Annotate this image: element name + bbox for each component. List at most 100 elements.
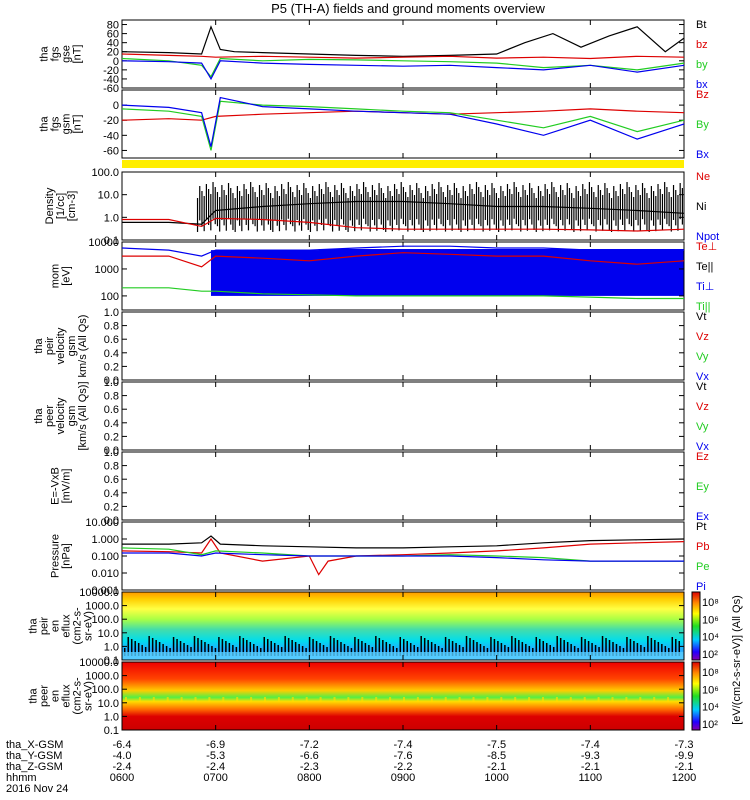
x-row-label-1: tha_Y-GSM [6, 750, 62, 762]
legend-Pi: Pi [696, 581, 706, 593]
x-value-label: 0700 [203, 772, 227, 784]
legend-Ez: Ez [696, 451, 709, 463]
temperature-fill [210, 250, 684, 296]
density-spike [438, 182, 440, 219]
y-tick-label: 100 [101, 291, 119, 303]
x-value-label: 0800 [297, 772, 321, 784]
density-spike [420, 193, 422, 230]
density-spike [608, 193, 610, 230]
spectrogram-streak [409, 643, 412, 656]
density-spike [529, 183, 531, 220]
y-tick-label: 0.4 [104, 488, 119, 500]
y-axis-label: eflux [61, 614, 73, 638]
density-spike [201, 191, 203, 226]
density-spike [666, 187, 668, 225]
density-spike [227, 183, 230, 220]
y-tick-label: 0.0 [104, 515, 119, 527]
y-tick-label: 1000.0 [85, 671, 119, 683]
density-spike [422, 198, 424, 232]
density-spike [336, 190, 338, 226]
density-spike [524, 190, 526, 226]
spectrogram-streak [455, 643, 457, 656]
density-spike [281, 184, 283, 220]
legend-Bx: Bx [696, 149, 709, 161]
spectrogram-streak [166, 697, 169, 702]
y-axis-label: tha [33, 337, 45, 353]
density-spike [498, 198, 500, 232]
density-spike [196, 198, 199, 232]
legend-Ti⊥: Ti⊥ [696, 281, 714, 293]
y-axis-label: eflux [61, 684, 73, 708]
spectrogram-streak [465, 636, 468, 656]
temperature-fill [318, 248, 684, 256]
y-tick-label: -40 [103, 130, 119, 142]
spectrogram-streak [535, 637, 538, 656]
colorbar-tick-label: 10² [702, 649, 718, 661]
density-spike [453, 183, 455, 220]
x-row-label-0: tha_X-GSM [6, 739, 63, 751]
spectrogram-streak [591, 643, 593, 656]
spectrogram-streak [518, 640, 520, 656]
spectrogram-streak [270, 641, 272, 656]
spectrogram-streak [458, 645, 461, 656]
spectrogram-streak [500, 697, 503, 702]
density-spike [464, 191, 467, 226]
spectrogram-streak [528, 646, 531, 656]
spectrogram-streak [423, 638, 426, 656]
spectrogram-streak [448, 639, 450, 656]
spectrogram-streak [605, 638, 607, 656]
spectrogram-streak [525, 644, 527, 656]
y-tick-label: 0.6 [104, 404, 119, 416]
density-spike [582, 184, 584, 220]
y-axis-label: [nPa] [61, 543, 73, 569]
legend-Te||: Te|| [696, 261, 713, 273]
spectrogram-streak [514, 638, 517, 656]
legend-by: by [696, 59, 708, 71]
spectrogram-streak [542, 641, 544, 656]
x-value-label: -2.1 [675, 761, 694, 773]
legend-Vz: Vz [696, 331, 709, 343]
y-axis-label: [mV/m] [61, 469, 73, 504]
y-tick-label: 60 [107, 29, 119, 41]
spectrogram-streak [371, 647, 374, 656]
density-spike [599, 190, 602, 226]
y-tick-label: 10.0 [98, 190, 119, 202]
y-tick-label: 0.4 [104, 418, 119, 430]
density-spike [236, 186, 238, 221]
spectrogram-streak [490, 637, 492, 656]
density-spike [380, 188, 382, 225]
density-spike [520, 197, 522, 232]
density-spike [318, 184, 320, 220]
spectrogram-streak [253, 644, 255, 656]
x-row-label-3: hhmm [6, 772, 37, 784]
spectrogram-streak [493, 639, 496, 656]
spectrogram-streak [130, 639, 133, 656]
density-spike [433, 189, 436, 225]
density-spike [444, 197, 447, 232]
density-spike [289, 187, 292, 225]
density-spike [449, 190, 451, 226]
density-spike [675, 190, 677, 226]
spectrogram-streak [294, 642, 297, 656]
density-spike [648, 198, 650, 232]
spectrogram-streak [643, 647, 646, 656]
y-tick-label: 20 [107, 47, 119, 59]
spectrogram-streak [608, 640, 611, 656]
spectrogram-streak [322, 645, 325, 656]
spectrogram-streak [653, 697, 656, 702]
spectrogram-streak [354, 637, 356, 656]
density-spike [626, 182, 628, 219]
spectrogram-streak [472, 697, 475, 702]
spectrogram-streak [273, 643, 276, 656]
density-spike [283, 189, 285, 225]
spectrogram-streak [336, 640, 339, 656]
panel-efield: 1.0 0.80.6 0.40.2 0.0 E=-VxB [mV/m] Ez Ey Ex [50, 447, 710, 527]
density-spike [287, 182, 289, 219]
spectrogram-streak [539, 639, 541, 656]
density-spike [535, 198, 537, 232]
density-spike [298, 190, 300, 226]
series-Bt [121, 25, 685, 57]
legend-Vx: Vx [696, 371, 709, 383]
panel-peer-velocity: 1.0 0.80.6 0.40.2 0.0 tha peer velocity gsm [km/… [33, 377, 709, 457]
spectrogram-streak [497, 641, 499, 656]
